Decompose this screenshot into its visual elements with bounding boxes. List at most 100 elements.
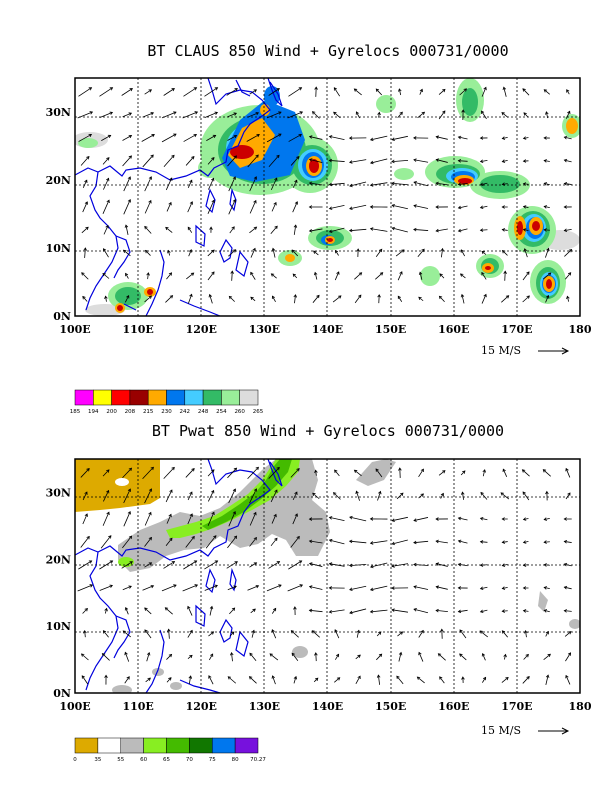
wind-vector (78, 133, 93, 142)
x-tick-label: 160E (438, 700, 469, 713)
wind-vector (418, 271, 423, 280)
y-tick-label: 20N (46, 174, 71, 187)
wind-vector (543, 182, 550, 186)
colorbar-swatch (74, 737, 99, 754)
wind-vector (207, 249, 215, 257)
wind-vector (564, 631, 572, 637)
wind-vector (481, 271, 487, 280)
wind-vector (228, 488, 237, 504)
wind-vector (481, 110, 487, 120)
wind-vector (355, 675, 361, 685)
wind-vector (227, 467, 238, 479)
y-tick-label: 20N (46, 553, 71, 566)
wind-vector (167, 628, 171, 639)
y-tick-label: 30N (46, 106, 71, 119)
colorbar-swatch (212, 737, 236, 754)
y-tick-label: 30N (46, 486, 71, 499)
wind-vector (334, 271, 340, 281)
panel-1-colorbar: 185 194 200 208 215 230 242 248 254 260 265 (70, 389, 264, 415)
wind-vector (165, 537, 173, 547)
wind-vector (348, 136, 367, 140)
wind-vector (354, 272, 363, 280)
wind-vector (391, 586, 409, 590)
wind-vector (288, 560, 303, 570)
x-tick-label: 110E (122, 700, 153, 713)
wind-vector (375, 272, 384, 280)
wind-vector (438, 110, 446, 120)
wind-vector (564, 272, 572, 280)
wind-vector (99, 560, 114, 570)
wind-vector (522, 609, 529, 613)
wind-vector (82, 201, 89, 213)
wind-vector (311, 111, 320, 119)
colorbar-label: 248 (198, 409, 209, 415)
wind-vector (398, 467, 402, 478)
wind-vector (292, 491, 298, 501)
wind-vector (348, 539, 367, 544)
wind-vector (440, 628, 444, 639)
wind-vector (271, 675, 276, 685)
wind-vector (82, 607, 88, 614)
wind-vector (333, 111, 341, 119)
wind-vector (230, 270, 234, 281)
wind-vector (314, 652, 318, 662)
y-tick-label: 10N (46, 620, 71, 633)
wind-vector (228, 176, 236, 192)
y-tick-label: 0N (53, 310, 71, 323)
wind-vector (460, 470, 466, 476)
wind-vector (391, 563, 409, 568)
wind-vector (417, 248, 425, 257)
wind-vector (353, 88, 362, 96)
wind-vector (165, 226, 173, 233)
wind-vector (459, 653, 467, 661)
wind-vector (354, 294, 362, 304)
wind-vector (333, 87, 341, 97)
wind-vector (308, 181, 323, 186)
colorbar-label: 55 (117, 757, 124, 763)
wind-vector (206, 134, 217, 141)
wind-vector (479, 159, 488, 163)
wind-vector (565, 467, 571, 478)
wind-vector (101, 653, 110, 661)
wind-vector (377, 111, 381, 118)
wind-vector (249, 89, 258, 95)
panel-2-y-ticks: 0N 10N 20N 30N (46, 486, 71, 700)
wind-vector (391, 203, 408, 210)
wind-vector (418, 468, 424, 478)
wind-vector (166, 201, 172, 212)
wind-vector (328, 227, 345, 234)
wind-vector (81, 272, 89, 280)
wind-vector (103, 489, 110, 502)
wind-vector (308, 158, 323, 163)
wind-vector (501, 159, 508, 163)
wind-vector (348, 563, 367, 568)
panel-1-reference-label: 15 M/S (481, 344, 521, 357)
wind-vector (369, 227, 388, 232)
wind-vector (482, 676, 487, 683)
wind-vector (103, 224, 109, 235)
colorbar-label: 208 (125, 409, 136, 415)
wind-vector (460, 293, 465, 304)
wind-vector (376, 674, 381, 685)
wind-vector (542, 469, 551, 477)
wind-vector (144, 511, 152, 526)
wind-vector (121, 561, 133, 569)
wind-vector (413, 585, 429, 590)
colorbar-label: 185 (70, 409, 81, 415)
wind-vector (142, 466, 154, 480)
wind-vector (183, 560, 198, 570)
wind-vector (522, 586, 529, 590)
colorbar-swatch (166, 389, 186, 406)
wind-vector (522, 205, 529, 209)
colorbar-label: 65 (163, 757, 170, 763)
wind-vector (479, 205, 488, 210)
wind-vector (563, 205, 572, 209)
wind-vector (227, 134, 238, 141)
wind-vector (124, 651, 130, 662)
wind-vector (271, 295, 276, 303)
wind-vector (250, 608, 256, 614)
wind-vector (249, 176, 257, 192)
wind-vector (208, 177, 215, 190)
wind-vector (207, 199, 215, 214)
wind-vector (122, 630, 131, 638)
